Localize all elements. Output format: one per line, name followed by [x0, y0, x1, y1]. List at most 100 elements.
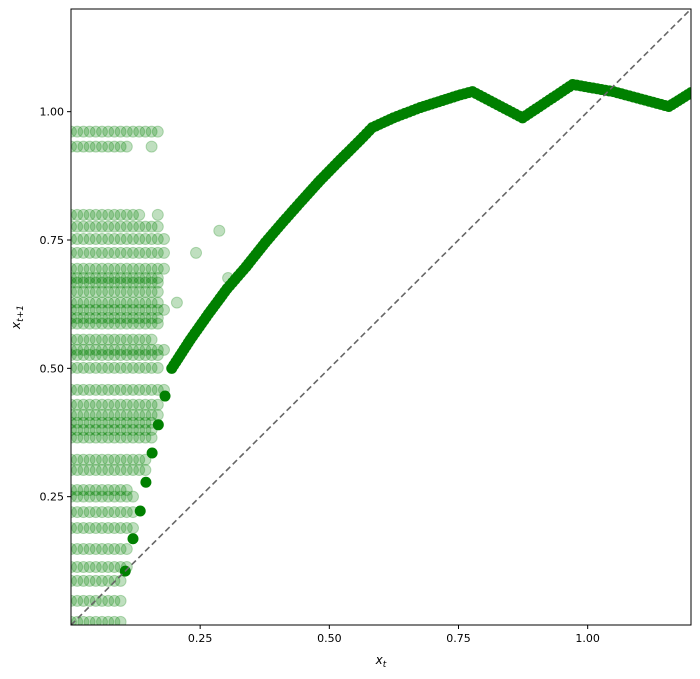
- light-point: [108, 343, 121, 356]
- light-point: [114, 431, 127, 444]
- y-axis: 0.25 0.50 0.75 1.00: [40, 106, 71, 504]
- light-point: [102, 543, 115, 556]
- light-point: [71, 543, 77, 556]
- light-point: [114, 125, 127, 138]
- light-point: [127, 285, 139, 298]
- light-point: [114, 262, 127, 275]
- light-point: [139, 409, 152, 422]
- light-point: [145, 232, 158, 245]
- light-point: [133, 409, 146, 422]
- light-point: [89, 416, 102, 429]
- light-point: [114, 409, 127, 422]
- light-point: [114, 490, 127, 503]
- light-point: [102, 303, 115, 316]
- light-point: [120, 506, 133, 519]
- light-point: [133, 246, 146, 259]
- light-point: [108, 317, 121, 330]
- light-point: [145, 343, 158, 356]
- light-point: [89, 232, 102, 245]
- light-point: [145, 431, 158, 444]
- light-point: [77, 262, 90, 275]
- light-point: [114, 521, 127, 534]
- x-tick-label: 0.50: [317, 632, 342, 645]
- light-point: [120, 483, 133, 496]
- light-point: [145, 262, 158, 275]
- light-point: [114, 348, 127, 361]
- light-point: [71, 232, 77, 245]
- light-point: [96, 276, 108, 289]
- light-point: [120, 431, 133, 444]
- light-point: [120, 262, 133, 275]
- light-point: [108, 409, 121, 422]
- light-point: [120, 361, 133, 374]
- light-point: [120, 140, 133, 153]
- light-point: [151, 398, 164, 411]
- light-point: [145, 409, 158, 422]
- dark-point: [127, 533, 139, 545]
- light-point: [102, 453, 115, 466]
- light-point: [71, 431, 77, 444]
- light-point: [71, 594, 77, 607]
- light-point: [120, 398, 133, 411]
- light-point: [108, 232, 121, 245]
- light-point: [127, 453, 139, 466]
- light-point: [77, 490, 90, 503]
- light-point: [127, 276, 139, 289]
- light-point: [133, 361, 146, 374]
- light-point: [108, 276, 121, 289]
- light-point: [77, 232, 90, 245]
- light-point: [108, 125, 121, 138]
- light-points: [71, 125, 235, 625]
- light-point: [145, 317, 158, 330]
- light-point: [213, 224, 226, 237]
- light-point: [114, 285, 127, 298]
- light-point: [71, 409, 84, 422]
- light-point: [151, 303, 164, 316]
- light-point: [89, 560, 102, 573]
- light-point: [114, 232, 127, 245]
- light-point: [71, 296, 84, 309]
- light-point: [96, 262, 108, 275]
- light-point: [114, 416, 127, 429]
- light-point: [71, 398, 77, 411]
- light-point: [71, 317, 77, 330]
- light-point: [96, 303, 108, 316]
- light-point: [83, 296, 96, 309]
- light-point: [133, 296, 146, 309]
- light-point: [108, 220, 121, 233]
- light-point: [83, 543, 96, 556]
- light-point: [145, 276, 158, 289]
- light-point: [96, 296, 108, 309]
- light-point: [133, 312, 146, 325]
- dark-point: [152, 419, 164, 431]
- light-point: [96, 348, 108, 361]
- light-point: [120, 312, 133, 325]
- light-point: [96, 431, 108, 444]
- light-point: [102, 276, 115, 289]
- light-point: [170, 296, 183, 309]
- light-point: [102, 416, 115, 429]
- light-point: [158, 232, 170, 245]
- light-point: [89, 317, 102, 330]
- light-point: [145, 348, 158, 361]
- light-point: [108, 490, 121, 503]
- light-point: [71, 262, 84, 275]
- light-point: [127, 208, 139, 221]
- light-point: [133, 333, 146, 346]
- light-point: [71, 483, 84, 496]
- light-point: [108, 431, 121, 444]
- light-point: [89, 348, 102, 361]
- light-point: [77, 574, 90, 587]
- light-point: [127, 398, 139, 411]
- light-point: [83, 615, 96, 625]
- light-point: [158, 343, 170, 356]
- light-point: [89, 271, 102, 284]
- light-point: [139, 271, 152, 284]
- light-point: [83, 463, 96, 476]
- light-point: [71, 276, 84, 289]
- light-point: [120, 463, 133, 476]
- light-point: [108, 361, 121, 374]
- light-point: [145, 140, 158, 153]
- light-point: [139, 125, 152, 138]
- plot-frame: [70, 8, 692, 626]
